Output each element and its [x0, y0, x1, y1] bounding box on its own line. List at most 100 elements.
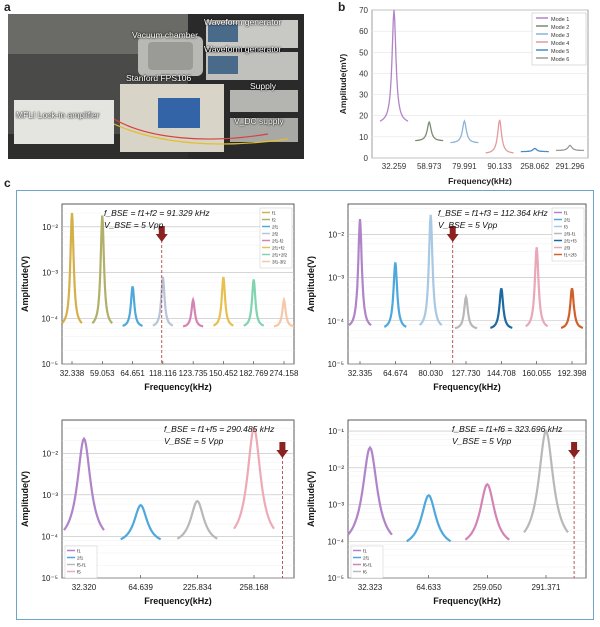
peak-line [464, 482, 510, 541]
xlabel-b: Frequency(kHz) [448, 176, 512, 186]
xtick-label: 258.168 [240, 583, 269, 592]
panel-label-c: c [4, 176, 11, 190]
ytick-label: 10⁻¹ [328, 427, 344, 436]
plot-frame [61, 203, 295, 365]
xtick-label: 32.323 [358, 583, 383, 592]
legend-label-b: Mode 3 [551, 33, 569, 39]
ylabel-b: Amplitude(mV) [338, 54, 348, 115]
peak-line [63, 436, 105, 531]
bse-arrow-icon [446, 226, 459, 242]
bse-frequency-annotation: f_BSE = f1+f5 = 290.485 kHz [164, 424, 275, 434]
plot-frame [347, 203, 587, 365]
ytick-label: 10⁻⁴ [41, 314, 58, 323]
peak-line [176, 499, 218, 540]
ytick-label-b: 0 [364, 154, 369, 163]
bse-frequency-annotation: f_BSE = f1+f2 = 91.329 kHz [104, 208, 210, 218]
legend-b: Mode 1 Mode 2 Mode 3 Mode 4 Mode 5 Mode 6 [531, 12, 587, 66]
legend-label: f1 [564, 211, 568, 216]
ytick-label-b: 60 [359, 27, 368, 36]
ytick-label: 10⁻⁴ [327, 317, 344, 326]
photo-label-stanford: Stanford FPS106 [126, 73, 192, 83]
legend: f1 2f1 f5-f1 f5 [64, 545, 98, 579]
legend-label: 2f3 [564, 246, 571, 251]
peak-line [122, 286, 143, 327]
legend-label: 3f1-3f2 [272, 260, 287, 265]
xtick-label: 192.398 [558, 369, 587, 378]
series-line-b [450, 119, 479, 144]
bse-voltage-annotation: V_BSE = 5 Vpp [164, 436, 224, 446]
series-line-b [520, 147, 549, 153]
photo-label-supply: Supply [250, 81, 276, 91]
bse-arrow-icon [276, 442, 289, 458]
peak-line [418, 214, 443, 326]
legend-label: f3 [564, 225, 568, 230]
legend-box [64, 545, 98, 579]
peak-line [243, 279, 265, 327]
photo-label-waveform-generator-2: Waveform generator [204, 44, 282, 54]
ytick-label: 10⁻⁴ [41, 532, 58, 541]
chart-c1: 10⁻² 10⁻³ 10⁻⁴ 10⁻⁵32.338 59.053 64.651 118.11… [20, 203, 299, 392]
bse-frequency-annotation: f_BSE = f1+f3 = 112.364 kHz [438, 208, 548, 218]
legend-label-b: Mode 4 [551, 41, 569, 47]
photo-label-vdc-supply: V_DC supply [234, 116, 284, 126]
peak-line [61, 213, 83, 324]
legend-label: f2 [272, 218, 276, 223]
xtick-label-b: 79.991 [452, 162, 477, 171]
legend-label: f6 [363, 570, 367, 575]
bse-voltage-annotation: V_BSE = 5 Vpp [452, 436, 512, 446]
ytick-label: 10⁻² [328, 464, 344, 473]
xtick-label: 64.639 [128, 583, 153, 592]
peak-line [406, 493, 452, 543]
xtick-label: 32.338 [60, 369, 85, 378]
peak-line [273, 296, 295, 328]
legend-label-b: Mode 5 [551, 49, 569, 55]
legend-label: f6-f1 [363, 563, 373, 568]
xtick-label: 118.116 [149, 369, 177, 378]
ytick-label-b: 20 [359, 112, 368, 121]
ylabel: Amplitude(V) [306, 256, 316, 312]
xtick-label: 144.708 [487, 369, 516, 378]
legend-label: 2f1+f3 [564, 239, 577, 244]
peak-line [490, 288, 513, 329]
peak-line [152, 276, 174, 327]
legend-label-b: Mode 1 [551, 17, 569, 23]
legend-label: f1+2f3 [564, 253, 577, 258]
xtick-label-b: 32.259 [382, 162, 407, 171]
peak-line [454, 293, 478, 330]
bse-arrow-icon [568, 442, 581, 458]
bse-arrow-icon [155, 226, 168, 242]
xtick-label: 182.769 [239, 369, 268, 378]
ytick-label: 10⁻³ [328, 501, 344, 510]
ytick-label: 10⁻⁵ [328, 360, 344, 369]
peak-line [523, 428, 569, 534]
xtick-label: 123.735 [179, 369, 208, 378]
legend-label-b: Mode 6 [551, 57, 569, 63]
legend-label: 2f1-f2 [272, 239, 284, 244]
series-line-b [415, 120, 444, 142]
ytick-label-b: 10 [359, 133, 368, 142]
ylabel: Amplitude(V) [306, 471, 316, 527]
bse-frequency-annotation: f_BSE = f1+f6 = 323.696 kHz [452, 424, 563, 434]
xtick-label: 150.452 [209, 369, 238, 378]
peak-line [383, 262, 407, 328]
xtick-label-b: 258.062 [520, 162, 549, 171]
legend-label: 2f3-f1 [564, 232, 576, 237]
ytick-label-b: 70 [359, 6, 368, 15]
panel-c-frame [16, 190, 594, 620]
xtick-label: 291.371 [532, 583, 561, 592]
bse-voltage-annotation: V_BSE = 5 Vpp [438, 220, 498, 230]
legend-label-b: Mode 2 [551, 25, 569, 31]
xtick-label: 32.320 [72, 583, 97, 592]
xlabel: Frequency(kHz) [433, 596, 501, 606]
ytick-label: 10⁻² [42, 449, 58, 458]
peak-line [348, 219, 372, 326]
ylabel: Amplitude(V) [20, 471, 30, 527]
peak-line [525, 247, 549, 328]
legend-box [259, 207, 293, 269]
setup-photo-drawing [8, 14, 304, 159]
series-line-b [379, 9, 409, 122]
ytick-label: 10⁻² [328, 230, 344, 239]
legend: f1 2f1 f6-f1 f6 [350, 545, 384, 579]
panel-label-a: a [4, 0, 11, 14]
ytick-label: 10⁻³ [42, 491, 58, 500]
